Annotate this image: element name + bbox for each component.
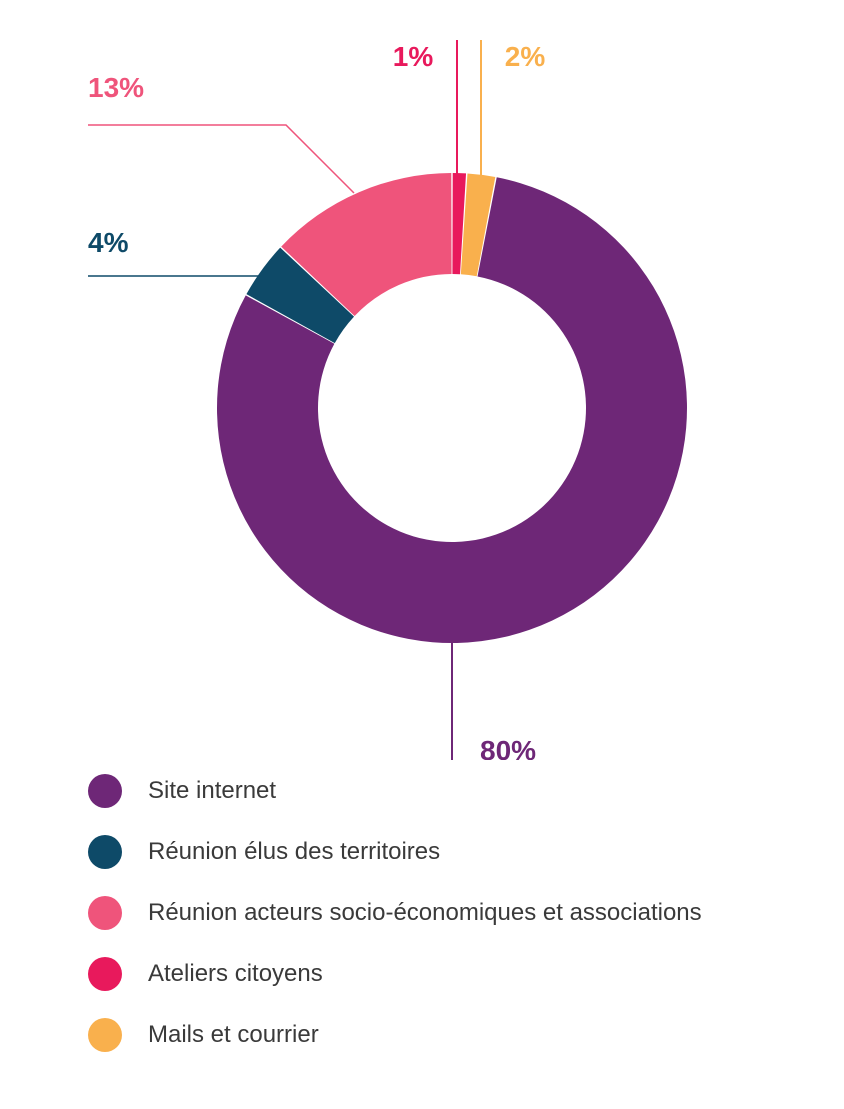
leader-lines [88, 40, 482, 760]
value-labels: 1% 2% 13% 4% 80% [88, 41, 545, 760]
donut-slice-4pct [246, 247, 355, 344]
legend-swatch [88, 834, 122, 869]
donut-slice-2pct [460, 173, 496, 277]
legend-swatch [88, 773, 122, 808]
legend-swatch [88, 895, 122, 930]
value-label-80pct: 80% [480, 735, 536, 760]
donut-slice-13pct [281, 173, 452, 316]
leader-line-13pct [88, 124, 355, 194]
donut-slice-1pct [452, 173, 467, 275]
value-label-1pct: 1% [393, 41, 434, 72]
donut-chart: 1% 2% 13% 4% 80% [88, 40, 687, 760]
legend-swatch [88, 956, 122, 991]
legend-label: Site internet [148, 776, 277, 804]
legend-swatch [88, 1017, 122, 1052]
legend-label: Mails et courrier [148, 1020, 319, 1048]
legend-item-mails-courrier: Mails et courrier [88, 1004, 702, 1065]
chart-legend: Site internet Réunion élus des territoir… [88, 760, 702, 1065]
value-label-2pct: 2% [505, 41, 546, 72]
legend-label: Réunion acteurs socio-économiques et ass… [148, 898, 702, 926]
value-label-13pct: 13% [88, 72, 144, 103]
value-label-4pct: 4% [88, 227, 129, 258]
legend-label: Réunion élus des territoires [148, 837, 441, 865]
legend-item-reunion-acteurs: Réunion acteurs socio-économiques et ass… [88, 882, 702, 943]
donut-slices [216, 173, 687, 644]
legend-item-ateliers-citoyens: Ateliers citoyens [88, 943, 702, 1004]
donut-slice-80pct [216, 177, 687, 644]
legend-label: Ateliers citoyens [148, 959, 323, 987]
legend-item-reunion-elus: Réunion élus des territoires [88, 821, 702, 882]
legend-item-site-internet: Site internet [88, 760, 702, 821]
